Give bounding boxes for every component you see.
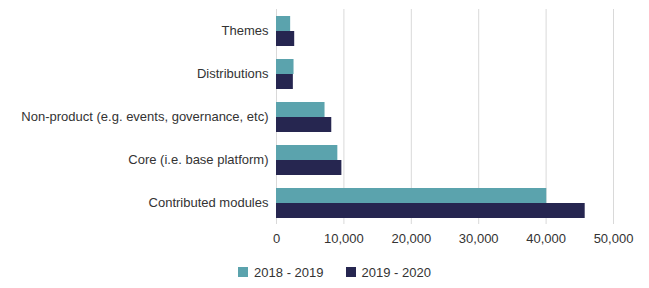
html-text:2019 - 2020: 2019 - 2020 <box>361 264 431 280</box>
svg-text:Contributed modules: Contributed modules <box>149 195 269 210</box>
svg-text:Distributions: Distributions <box>197 66 269 81</box>
svg-text:20,000: 20,000 <box>391 231 431 246</box>
svg-text:50,000: 50,000 <box>594 231 634 246</box>
svg-text:Non-product (e.g. events, gove: Non-product (e.g. events, governance, et… <box>21 109 268 124</box>
svg-text:10,000: 10,000 <box>324 231 364 246</box>
svg-text:Themes: Themes <box>222 23 269 38</box>
svg-text:40,000: 40,000 <box>526 231 566 246</box>
html-text:2018 - 2019: 2018 - 2019 <box>254 264 324 280</box>
svg-text:Core (i.e. base platform): Core (i.e. base platform) <box>128 152 268 167</box>
svg-text:0: 0 <box>273 231 280 246</box>
svg-text:30,000: 30,000 <box>459 231 499 246</box>
